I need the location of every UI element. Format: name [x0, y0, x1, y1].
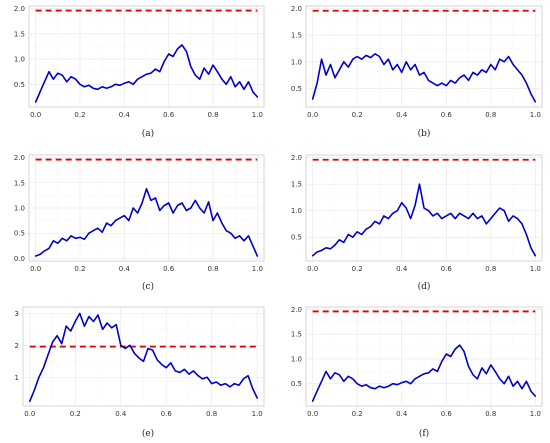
panel-caption: (f)	[419, 428, 429, 439]
y-tick-label: 1.5	[291, 32, 302, 40]
y-tick-label: 2.0	[291, 5, 302, 13]
x-tick-label: 0.4	[115, 410, 127, 418]
y-tick-label: 2.0	[14, 154, 25, 162]
series-line	[311, 52, 537, 103]
x-tick-label: 0.0	[307, 265, 318, 273]
y-tick-label: 0.5	[14, 81, 25, 89]
x-tick-label: 0.6	[441, 265, 453, 273]
x-tick-label: 0.0	[30, 111, 41, 119]
chart-panel-5: 0.0 0.2 0.4 0.6 0.8 1.0 1 2 3 (e)	[15, 306, 265, 439]
y-tick-label: 2.0	[14, 5, 25, 13]
x-tick-label: 0.8	[207, 265, 218, 273]
y-tick-label: 1.0	[291, 58, 302, 66]
y-tick-label: 1.5	[14, 30, 25, 38]
x-tick-label: 0.6	[163, 265, 175, 273]
x-tick-label: 0.8	[485, 265, 496, 273]
series-line	[311, 344, 537, 402]
x-tick-label: 0.0	[24, 410, 35, 418]
panel-caption: (c)	[142, 281, 154, 292]
panel-caption: (d)	[418, 281, 431, 292]
y-tick-label: 2	[15, 342, 19, 350]
x-tick-label: 0.2	[74, 265, 85, 273]
x-tick-label: 0.6	[441, 410, 453, 418]
x-tick-label: 0.8	[207, 111, 218, 119]
y-tick-label: 0.5	[291, 85, 302, 93]
y-tick-label: 0.5	[291, 380, 302, 388]
chart-panel-3: 0.0 0.2 0.4 0.6 0.8 1.0 0.0 0.5 1.0 1.5 2.0 (c)	[14, 154, 265, 292]
y-tick-label: 1.0	[14, 56, 25, 64]
x-tick-label: 1.0	[252, 410, 263, 418]
y-tick-label: 1.5	[291, 181, 302, 189]
y-tick-label: 1.0	[291, 207, 302, 215]
y-tick-label: 1.5	[14, 179, 25, 187]
panel-caption: (a)	[142, 128, 154, 139]
x-tick-label: 0.2	[70, 410, 81, 418]
x-tick-label: 0.8	[485, 111, 496, 119]
x-tick-label: 0.8	[485, 410, 496, 418]
x-tick-label: 0.4	[396, 111, 408, 119]
y-tick-label: 1.0	[14, 205, 25, 213]
chart-panel-1: 0.0 0.2 0.4 0.6 0.8 1.0 0.5 1.0 1.5 2.0 (a)	[14, 5, 265, 139]
panel-caption: (b)	[418, 128, 431, 139]
series-line	[34, 44, 259, 103]
x-tick-label: 0.6	[441, 111, 453, 119]
x-tick-label: 0.0	[30, 265, 41, 273]
series-line	[311, 183, 537, 257]
x-tick-label: 1.0	[252, 111, 263, 119]
x-tick-label: 0.4	[119, 111, 131, 119]
x-tick-label: 0.0	[307, 111, 318, 119]
x-tick-label: 0.6	[161, 410, 173, 418]
y-tick-label: 3	[15, 310, 19, 318]
x-tick-label: 0.4	[396, 410, 408, 418]
x-tick-label: 0.2	[352, 410, 363, 418]
x-tick-label: 1.0	[530, 265, 541, 273]
y-tick-label: 0.0	[14, 255, 25, 263]
series-line	[28, 312, 259, 403]
y-tick-label: 0.5	[291, 234, 302, 242]
chart-panel-4: 0.0 0.2 0.4 0.6 0.8 1.0 0.5 1.0 1.5 2.0 (d)	[291, 154, 543, 292]
x-tick-label: 0.6	[163, 111, 175, 119]
y-tick-label: 1.5	[291, 331, 302, 339]
x-tick-label: 1.0	[530, 410, 541, 418]
series-line	[34, 188, 259, 257]
y-tick-label: 1.0	[291, 355, 302, 363]
x-tick-label: 0.4	[396, 265, 408, 273]
x-tick-label: 1.0	[530, 111, 541, 119]
y-tick-label: 0.5	[14, 230, 25, 238]
chart-panel-2: 0.0 0.2 0.4 0.6 0.8 1.0 0.5 1.0 1.5 2.0 (b)	[291, 5, 543, 139]
panel-caption: (e)	[142, 428, 154, 439]
x-tick-label: 0.2	[74, 111, 85, 119]
y-tick-label: 2.0	[291, 154, 302, 162]
x-tick-label: 0.8	[206, 410, 217, 418]
y-tick-label: 1	[15, 374, 19, 382]
x-tick-label: 0.2	[352, 265, 363, 273]
x-tick-label: 0.2	[352, 111, 363, 119]
x-tick-label: 1.0	[252, 265, 263, 273]
x-tick-label: 0.4	[119, 265, 131, 273]
chart-panel-6: 0.0 0.2 0.4 0.6 0.8 1.0 0.5 1.0 1.5 2.0 (f)	[291, 306, 543, 439]
x-tick-label: 0.0	[307, 410, 318, 418]
y-tick-label: 2.0	[291, 306, 302, 314]
